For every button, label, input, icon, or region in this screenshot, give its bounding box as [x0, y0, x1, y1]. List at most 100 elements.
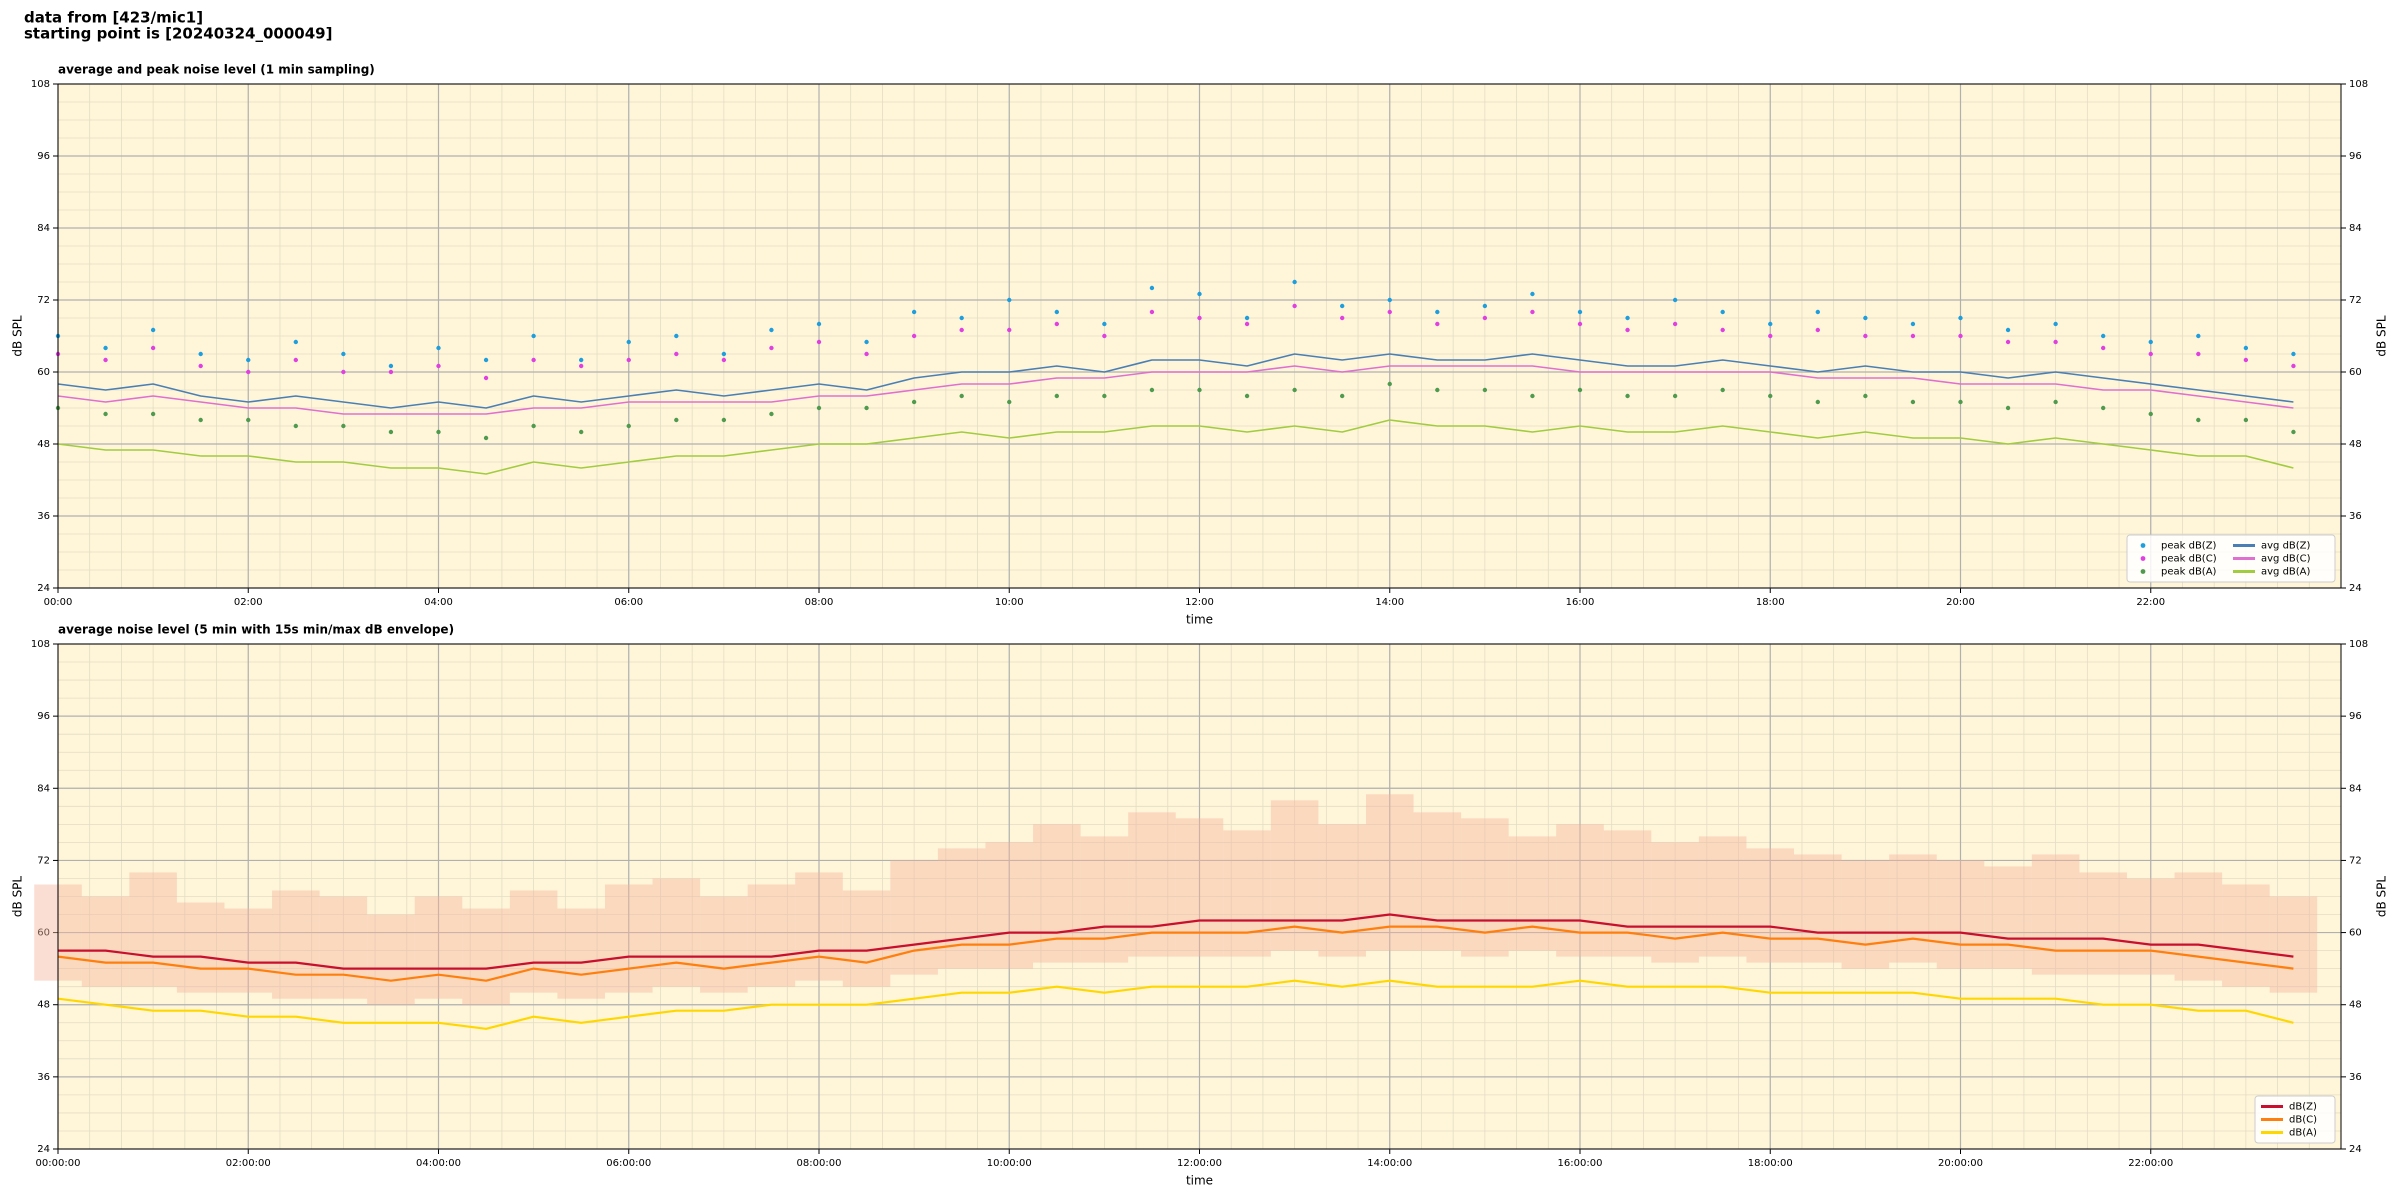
peak-point [1244, 393, 1250, 399]
x-axis-label: time [1186, 613, 1213, 627]
peak-point [1435, 321, 1440, 327]
x-tick-label: 10:00 [995, 597, 1024, 608]
peak-point [293, 357, 299, 363]
envelope-range [176, 902, 225, 993]
peak-point [2005, 327, 2011, 333]
y-tick-label: 72 [2349, 295, 2362, 306]
peak-point [198, 363, 203, 369]
y-tick-label: 84 [37, 783, 50, 794]
envelope-range [1413, 812, 1462, 951]
peak-point [2291, 351, 2296, 357]
x-tick-label: 04:00:00 [416, 1158, 461, 1169]
peak-point [1958, 315, 1963, 321]
x-tick-label: 00:00 [44, 597, 73, 608]
legend-label: avg dB(C) [2261, 554, 2311, 565]
series-line [57, 365, 2294, 415]
legend-marker [2140, 543, 2146, 548]
envelope-range [1461, 818, 1509, 957]
peak-point [150, 345, 156, 351]
envelope-range [1033, 824, 1081, 963]
peak-point [1197, 291, 1202, 297]
envelope-range [224, 908, 273, 993]
peak-point [150, 327, 156, 333]
series-line [58, 913, 2294, 970]
envelope-range [1223, 830, 1271, 957]
header-line: starting point is [20240324_000049] [24, 25, 332, 43]
peak-point [1149, 309, 1155, 315]
y-tick-label: 84 [37, 223, 50, 234]
envelope-range [509, 890, 558, 993]
series-line [57, 925, 2294, 982]
peak-point [626, 339, 631, 345]
peak-point [198, 417, 203, 423]
peak-point [150, 411, 156, 417]
y-tick-label: 96 [2349, 711, 2362, 722]
peak-point [674, 417, 679, 423]
peak-point [1768, 333, 1773, 339]
y-tick-label: 24 [37, 583, 50, 594]
plot-frame [57, 83, 2342, 589]
peak-point [2196, 417, 2201, 423]
envelope-range [557, 908, 605, 999]
peak-point [1197, 387, 1202, 393]
y-tick-label: 48 [2349, 439, 2362, 450]
peak-point [2100, 333, 2106, 339]
peak-point [721, 357, 727, 363]
envelope-range [1936, 860, 1985, 969]
x-tick-label: 20:00 [1946, 597, 1975, 608]
peak-point [1910, 399, 1916, 405]
peak-point [1815, 327, 1821, 333]
peak-point [341, 423, 346, 429]
peak-point [769, 345, 774, 351]
peak-point [246, 357, 251, 363]
peak-point [911, 333, 917, 339]
envelope-range [604, 884, 653, 993]
legend-marker [2140, 556, 2146, 561]
peak-point [1387, 381, 1392, 387]
x-tick-label: 02:00 [234, 597, 263, 608]
envelope-range [2222, 884, 2270, 987]
peak-point [341, 369, 346, 375]
x-axis-label: time [1186, 1174, 1213, 1188]
peak-point [531, 423, 536, 429]
x-tick-label: 14:00 [1375, 597, 1404, 608]
peak-point [1292, 279, 1297, 285]
peak-point [816, 321, 822, 327]
x-tick-label: 10:00:00 [987, 1158, 1032, 1169]
envelope-range [367, 914, 415, 1005]
legend-label: avg dB(Z) [2261, 541, 2311, 552]
peak-point [769, 327, 774, 333]
peak-point [483, 357, 489, 363]
peak-point [2196, 351, 2201, 357]
y-tick-label: 60 [37, 367, 50, 378]
envelope-range [1603, 830, 1652, 957]
peak-point [769, 411, 774, 417]
y-tick-label: 60 [2349, 367, 2362, 378]
x-tick-label: 22:00 [2136, 597, 2165, 608]
x-tick-label: 16:00:00 [1558, 1158, 1603, 1169]
peak-point [1672, 297, 1678, 303]
peak-point [246, 369, 251, 375]
peak-point [1910, 333, 1916, 339]
y-tick-label: 96 [37, 151, 50, 162]
peak-point [1577, 309, 1583, 315]
peak-point [626, 357, 631, 363]
peak-point [911, 399, 917, 405]
envelope-range [842, 890, 891, 987]
peak-point [959, 327, 964, 333]
envelope-range [1080, 836, 1129, 963]
peak-point [959, 393, 964, 399]
peak-point [198, 351, 203, 357]
y-tick-label: 60 [37, 928, 50, 939]
peak-point [911, 309, 917, 315]
peak-point [1102, 321, 1107, 327]
envelope-range [319, 896, 368, 999]
peak-point [483, 435, 489, 441]
y-tick-label: 36 [2349, 511, 2362, 522]
peak-point [2291, 363, 2296, 369]
peak-point [436, 429, 441, 435]
peak-point [864, 339, 869, 345]
peak-point [959, 315, 964, 321]
peak-point [1007, 297, 1012, 303]
